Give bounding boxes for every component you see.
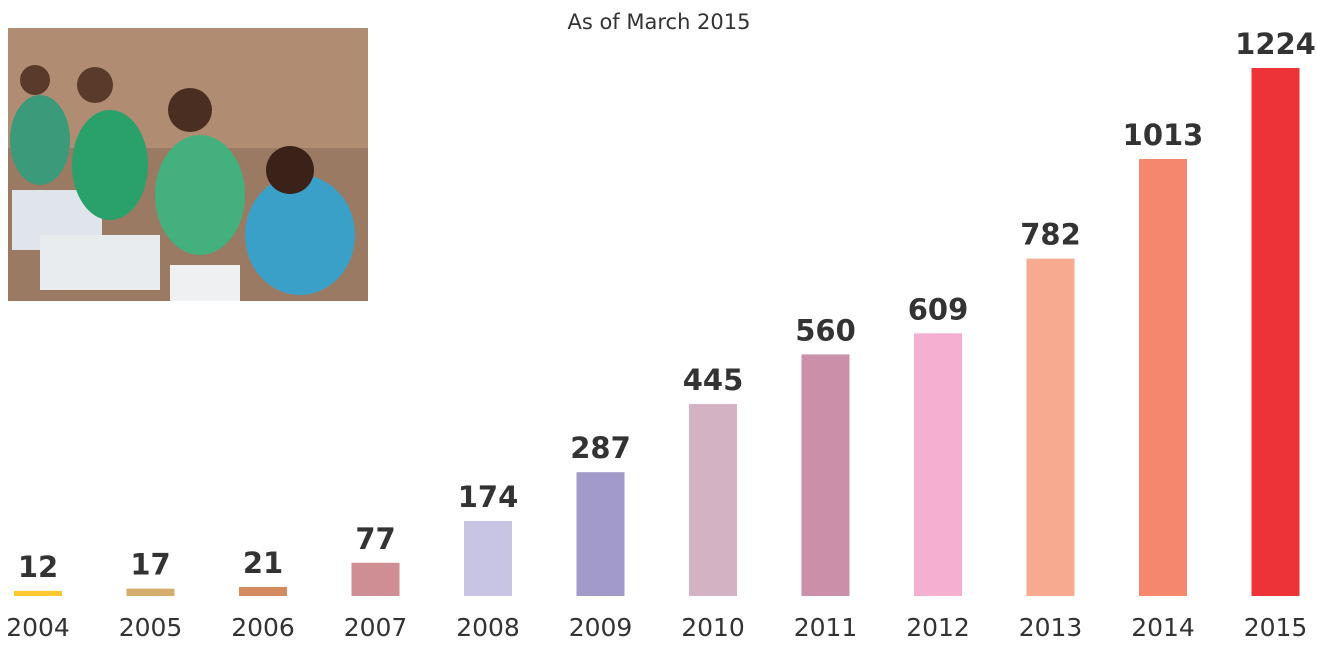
- subtitle: As of March 2015: [567, 10, 750, 34]
- value-label: 12: [18, 550, 58, 584]
- value-label: 17: [130, 548, 170, 582]
- bar: [1139, 159, 1187, 597]
- bar: [351, 562, 400, 596]
- x-tick-label: 2005: [119, 613, 183, 642]
- x-tick-label: 2010: [681, 613, 745, 642]
- value-label: 287: [570, 431, 631, 465]
- bar: [464, 520, 512, 596]
- bar: [576, 472, 625, 596]
- bar: [126, 588, 175, 596]
- bar: [801, 354, 850, 596]
- x-tick-label: 2013: [1019, 613, 1083, 642]
- value-label: 1224: [1235, 27, 1316, 61]
- x-tick-label: 2014: [1131, 613, 1195, 642]
- bar: [14, 590, 62, 596]
- value-label: 560: [795, 313, 856, 347]
- value-label: 1013: [1123, 118, 1204, 152]
- x-tick-label: 2009: [569, 613, 633, 642]
- value-label: 609: [908, 292, 969, 326]
- bar: [1251, 68, 1300, 596]
- x-tick-label: 2004: [6, 613, 70, 642]
- value-label: 782: [1020, 218, 1081, 252]
- bar: [689, 404, 737, 596]
- x-tick-label: 2007: [344, 613, 408, 642]
- bar: [1026, 258, 1075, 596]
- x-tick-label: 2012: [906, 613, 970, 642]
- value-label: 174: [458, 480, 519, 514]
- value-label: 445: [683, 363, 744, 397]
- x-tick-label: 2006: [231, 613, 295, 642]
- x-tick-label: 2011: [794, 613, 858, 642]
- bar: [914, 333, 962, 596]
- x-tick-label: 2008: [456, 613, 520, 642]
- x-tick-label: 2015: [1244, 613, 1308, 642]
- value-label: 77: [355, 522, 395, 556]
- bar: [239, 586, 287, 596]
- value-label: 21: [243, 546, 283, 580]
- photo: [8, 28, 368, 301]
